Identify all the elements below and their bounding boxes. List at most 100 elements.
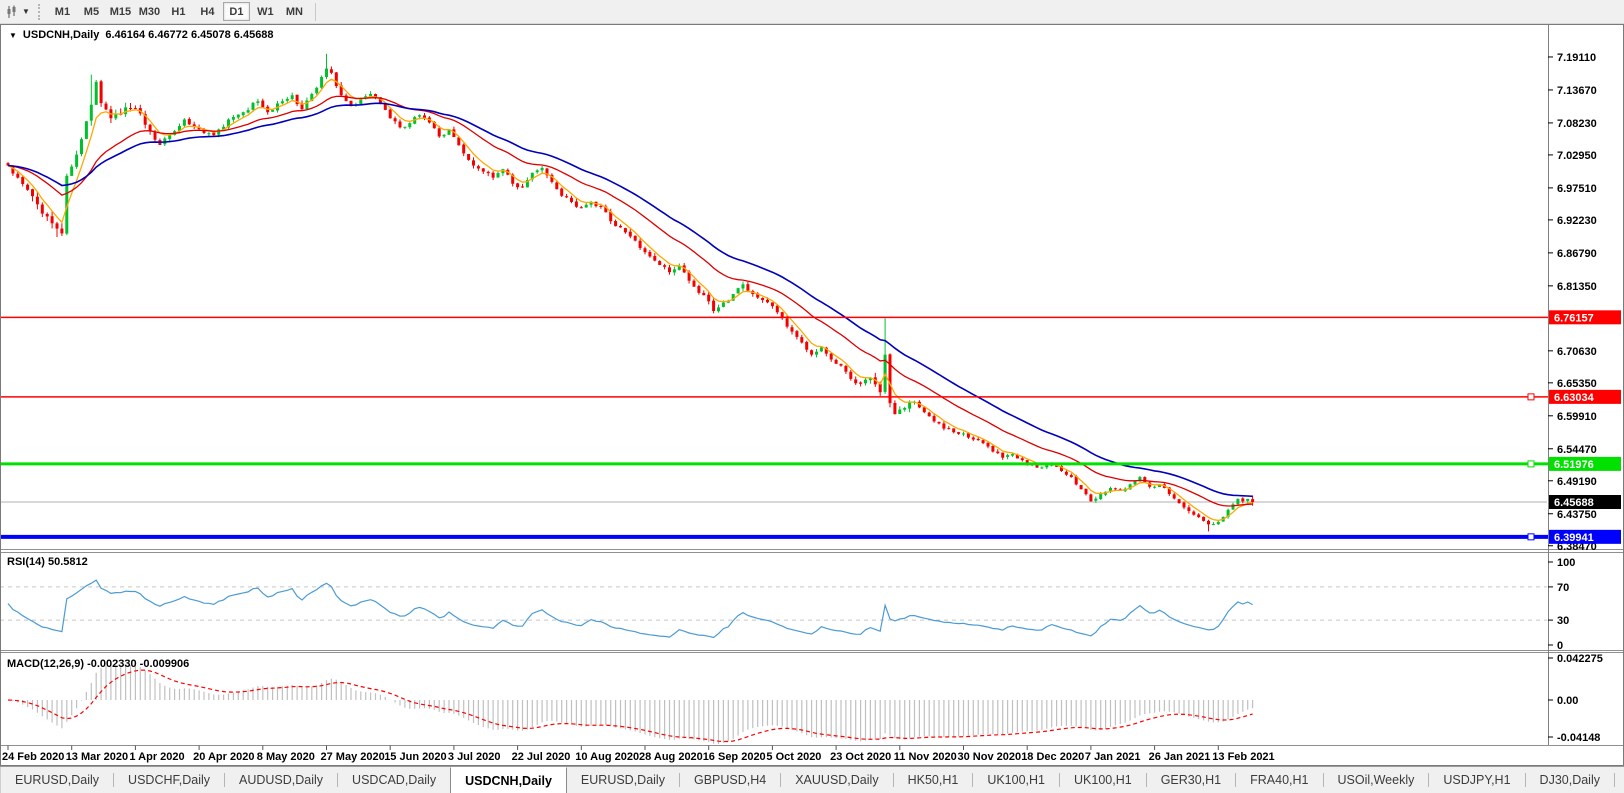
timeframe-button-m1[interactable]: M1	[54, 5, 71, 18]
hline-price-badge	[1549, 456, 1621, 471]
price-axis-label: 6.43750	[1557, 509, 1597, 521]
timeframe-button-w1[interactable]: W1	[257, 5, 274, 18]
date-axis-label: 16 Sep 2020	[703, 751, 766, 763]
chart-canvas[interactable]: 7.19110 7.13670 7.08230 7.02950 6.97510 6.922…	[0, 24, 1624, 766]
current-price-badge	[1549, 495, 1621, 510]
macd-pane	[7, 664, 1254, 744]
timeframe-button-h1[interactable]: H1	[171, 5, 186, 18]
date-axis-label: 20 Apr 2020	[193, 751, 254, 763]
timeframe-button-d1[interactable]: D1	[222, 2, 250, 21]
chart-tab-gbpusd-h4[interactable]: GBPUSD,H4	[693, 773, 767, 787]
current-price-badge-text: 6.45688	[1554, 497, 1594, 509]
tab-divider	[1428, 773, 1430, 787]
date-axis-label: 10 Aug 2020	[575, 751, 639, 763]
horizontal-lines-layer	[0, 316, 1548, 541]
chart-tab-usoil-weekly[interactable]: USOil,Weekly	[1337, 773, 1415, 787]
chart-tab-bar: EURUSD,Daily USDCHF,Daily AUDUSD,Daily USDC…	[0, 766, 1624, 793]
tab-divider	[1524, 773, 1526, 787]
date-axis-label: 13 Feb 2021	[1212, 751, 1274, 763]
toolbar-grip[interactable]	[37, 3, 42, 20]
chart-tab-ger30-h1[interactable]: GER30,H1	[1160, 773, 1222, 787]
macd-signal-line	[7, 669, 1253, 743]
date-axis-label: 11 Nov 2020	[894, 751, 957, 763]
chart-tab-eurusd-daily[interactable]: EURUSD,Daily	[580, 773, 665, 787]
hline-price-badge	[1549, 310, 1621, 325]
timeframe-button-m15[interactable]: M15	[109, 5, 132, 18]
hline-handle-6.63034[interactable]	[1527, 393, 1535, 401]
chart-tab-audusd-daily[interactable]: AUDUSD,Daily	[239, 773, 324, 787]
date-axis-label: 28 Aug 2020	[639, 751, 703, 763]
date-axis-label: 27 May 2020	[321, 751, 385, 763]
hline-price-badge-text: 6.39941	[1554, 532, 1594, 544]
chart-type-button[interactable]: ▼	[2, 3, 34, 21]
tab-divider	[224, 773, 225, 787]
price-axis-label: 6.92230	[1557, 215, 1597, 227]
chart-tab-usdcad-daily[interactable]: USDCAD,Daily	[352, 773, 437, 787]
chart-title: ▼ USDCNH,Daily 6.46164 6.46772 6.45078 6…	[9, 29, 274, 41]
date-axis-label: 23 Oct 2020	[830, 751, 891, 763]
price-axis-label: 7.13670	[1557, 85, 1597, 97]
date-axis: 24 Feb 2020 13 Mar 2020 1 Apr 2020 20 Apr 2…	[2, 745, 1275, 763]
date-axis-label: 22 Jul 2020	[512, 751, 571, 763]
chart-tab-usdchf-daily[interactable]: USDCHF,Daily	[128, 773, 210, 787]
chart-tab-uk100-h1[interactable]: UK100,H1	[1074, 773, 1132, 787]
tab-divider	[337, 773, 339, 787]
date-axis-label: 7 Jan 2021	[1085, 751, 1141, 763]
price-axis-label: 6.65350	[1557, 378, 1597, 390]
chart-tab-usdjpy-h1[interactable]: USDJPY,H1	[1443, 773, 1511, 787]
hline-price-badge	[1549, 389, 1621, 404]
chart-tab-xauusd-daily[interactable]: XAUUSD,Daily	[795, 773, 879, 787]
tab-divider	[678, 773, 680, 787]
macd-axis-label: 0.042275	[1557, 653, 1603, 665]
ema-20-line	[7, 95, 1253, 507]
chart-ohlc-values: 6.46164 6.46772 6.45078 6.45688	[105, 29, 274, 41]
tab-divider	[1235, 773, 1237, 787]
tab-divider	[892, 773, 894, 787]
chart-tab-dj30-daily[interactable]: DJ30,Daily	[1539, 773, 1600, 787]
timeframe-button-m5[interactable]: M5	[83, 5, 100, 18]
macd-axis-label: 0.00	[1557, 695, 1578, 707]
hline-handle-6.51976[interactable]	[1527, 460, 1535, 468]
chart-tab-eurusd-daily[interactable]: EURUSD,Daily	[15, 773, 100, 787]
tab-divider	[1613, 773, 1615, 787]
chart-tab-china300-h1[interactable]: CHINA300,H1	[1615, 767, 1624, 793]
price-axis-label: 6.49190	[1557, 476, 1597, 488]
price-axis-label: 6.97510	[1557, 183, 1597, 195]
date-axis-label: 15 Jun 2020	[384, 751, 446, 763]
rsi-line	[7, 579, 1253, 639]
date-axis-label: 18 Dec 2020	[1021, 751, 1084, 763]
tab-divider	[780, 773, 782, 787]
chart-window: ▼ USDCNH,Daily 6.46164 6.46772 6.45078 6…	[0, 24, 1624, 766]
timeframe-button-mn[interactable]: MN	[285, 5, 303, 18]
hline-handle-6.39941[interactable]	[1527, 533, 1535, 541]
price-axis-label: 6.81350	[1557, 281, 1597, 293]
price-axis-label: 7.19110	[1557, 52, 1596, 64]
timeframe-button-h4[interactable]: H4	[200, 5, 215, 18]
tab-divider	[1322, 773, 1324, 787]
price-axis: 7.19110 7.13670 7.08230 7.02950 6.97510 6.922…	[1548, 52, 1621, 744]
rsi-pane	[1, 579, 1547, 639]
chart-dropdown-icon[interactable]: ▼	[9, 30, 17, 40]
chart-tab-usdcnh-daily[interactable]: USDCNH,Daily	[450, 767, 567, 793]
tab-divider	[1059, 773, 1060, 787]
hline-price-badge-text: 6.76157	[1554, 312, 1594, 324]
hline-price-badge-text: 6.63034	[1554, 392, 1595, 404]
rsi-axis-label: 70	[1557, 582, 1569, 594]
chart-symbol-period: USDCNH,Daily	[22, 29, 100, 41]
price-axis-label: 7.02950	[1557, 150, 1597, 162]
date-axis-label: 8 May 2020	[257, 751, 315, 763]
date-axis-label: 13 Mar 2020	[66, 751, 128, 763]
timeframe-button-m30[interactable]: M30	[138, 5, 161, 18]
chart-tab-uk100-h1[interactable]: UK100,H1	[987, 773, 1045, 787]
tabbar-left-edge	[0, 767, 1, 793]
chart-tab-fra40-h1[interactable]: FRA40,H1	[1250, 773, 1309, 787]
price-axis-label: 6.59910	[1557, 411, 1597, 423]
chart-tab-hk50-h1[interactable]: HK50,H1	[907, 773, 959, 787]
tab-divider	[972, 773, 974, 787]
price-axis-label: 6.86790	[1557, 248, 1597, 260]
macd-indicator-label: MACD(12,26,9) -0.002330 -0.009906	[7, 658, 190, 670]
date-axis-label: 5 Oct 2020	[766, 751, 821, 763]
date-axis-label: 24 Feb 2020	[2, 751, 64, 763]
rsi-axis-label: 30	[1557, 615, 1569, 627]
tab-divider	[1145, 773, 1147, 787]
